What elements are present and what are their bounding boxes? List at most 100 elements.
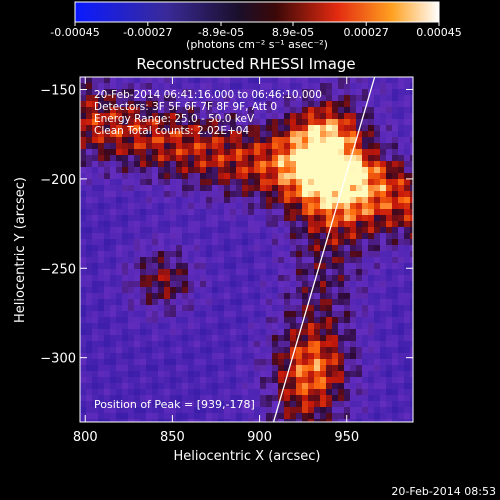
heatmap-cell — [266, 353, 272, 359]
heatmap-cell — [230, 197, 236, 203]
heatmap-cell — [362, 83, 368, 89]
heatmap-cell — [218, 281, 224, 287]
heatmap-cell — [188, 251, 194, 257]
heatmap-cell — [164, 77, 170, 83]
heatmap-cell — [278, 125, 284, 131]
heatmap-cell — [254, 305, 260, 311]
heatmap-cell — [164, 185, 170, 191]
heatmap-cell — [308, 347, 314, 353]
heatmap-cell — [260, 371, 266, 377]
heatmap-cell — [116, 305, 122, 311]
heatmap-cell — [398, 101, 404, 107]
heatmap-cell — [218, 125, 224, 131]
heatmap-cell — [302, 251, 308, 257]
heatmap-cell — [272, 341, 278, 347]
heatmap-cell — [104, 113, 110, 119]
heatmap-cell — [398, 341, 404, 347]
heatmap-cell — [410, 167, 413, 173]
heatmap-cell — [86, 131, 92, 137]
heatmap-cell — [266, 257, 272, 263]
heatmap-cell — [188, 371, 194, 377]
heatmap-cell — [302, 407, 308, 413]
heatmap-cell — [260, 305, 266, 311]
heatmap-cell — [80, 287, 86, 293]
heatmap-cell — [326, 95, 332, 101]
heatmap-cell — [398, 113, 404, 119]
heatmap-cell — [206, 299, 212, 305]
heatmap-cell — [284, 353, 290, 359]
heatmap-cell — [266, 131, 272, 137]
heatmap-cell — [230, 335, 236, 341]
heatmap-cell — [182, 89, 188, 95]
heatmap-cell — [386, 179, 392, 185]
heatmap-cell — [344, 251, 350, 257]
heatmap-cell — [122, 269, 128, 275]
heatmap-cell — [308, 413, 314, 419]
heatmap-cell — [260, 203, 266, 209]
heatmap-cell — [332, 215, 338, 221]
heatmap-cell — [338, 77, 344, 83]
heatmap-cell — [368, 149, 374, 155]
heatmap-cell — [362, 299, 368, 305]
heatmap-cell — [404, 89, 410, 95]
heatmap-cell — [176, 221, 182, 227]
heatmap-cell — [92, 239, 98, 245]
heatmap-cell — [248, 185, 254, 191]
heatmap-cell — [410, 371, 413, 377]
heatmap-cell — [386, 107, 392, 113]
heatmap-cell — [266, 179, 272, 185]
heatmap-cell — [194, 239, 200, 245]
heatmap-cell — [248, 119, 254, 125]
heatmap-cell — [158, 329, 164, 335]
heatmap-cell — [230, 239, 236, 245]
heatmap-cell — [134, 323, 140, 329]
heatmap-cell — [146, 161, 152, 167]
heatmap-cell — [410, 227, 413, 233]
heatmap-cell — [272, 77, 278, 83]
heatmap-cell — [260, 419, 266, 422]
heatmap-cell — [140, 173, 146, 179]
heatmap-cell — [218, 263, 224, 269]
heatmap-cell — [194, 83, 200, 89]
heatmap-cell — [272, 395, 278, 401]
heatmap-cell — [314, 281, 320, 287]
heatmap-cell — [146, 407, 152, 413]
heatmap-cell — [284, 377, 290, 383]
heatmap-cell — [380, 281, 386, 287]
heatmap-cell — [146, 77, 152, 83]
heatmap-cell — [230, 215, 236, 221]
heatmap-cell — [128, 95, 134, 101]
heatmap-cell — [158, 167, 164, 173]
heatmap-cell — [98, 419, 104, 422]
x-tick-label: 800 — [73, 430, 98, 445]
heatmap-cell — [158, 149, 164, 155]
heatmap-cell — [206, 329, 212, 335]
heatmap-cell — [290, 335, 296, 341]
heatmap-cell — [284, 287, 290, 293]
heatmap-cell — [386, 281, 392, 287]
heatmap-cell — [338, 287, 344, 293]
heatmap-cell — [80, 299, 86, 305]
heatmap-cell — [398, 347, 404, 353]
heatmap-cell — [350, 143, 356, 149]
heatmap-cell — [278, 239, 284, 245]
heatmap-cell — [296, 113, 302, 119]
heatmap-cell — [254, 83, 260, 89]
heatmap-cell — [230, 281, 236, 287]
heatmap-cell — [332, 293, 338, 299]
heatmap-cell — [122, 329, 128, 335]
heatmap-cell — [230, 185, 236, 191]
heatmap-cell — [182, 77, 188, 83]
heatmap-cell — [344, 317, 350, 323]
heatmap-cell — [326, 203, 332, 209]
heatmap-cell — [296, 107, 302, 113]
heatmap-cell — [86, 143, 92, 149]
heatmap-cell — [296, 239, 302, 245]
heatmap-cell — [290, 197, 296, 203]
heatmap-cell — [212, 239, 218, 245]
heatmap-cell — [230, 347, 236, 353]
heatmap-cell — [176, 329, 182, 335]
heatmap-cell — [242, 161, 248, 167]
heatmap-cell — [272, 287, 278, 293]
heatmap-cell — [398, 407, 404, 413]
